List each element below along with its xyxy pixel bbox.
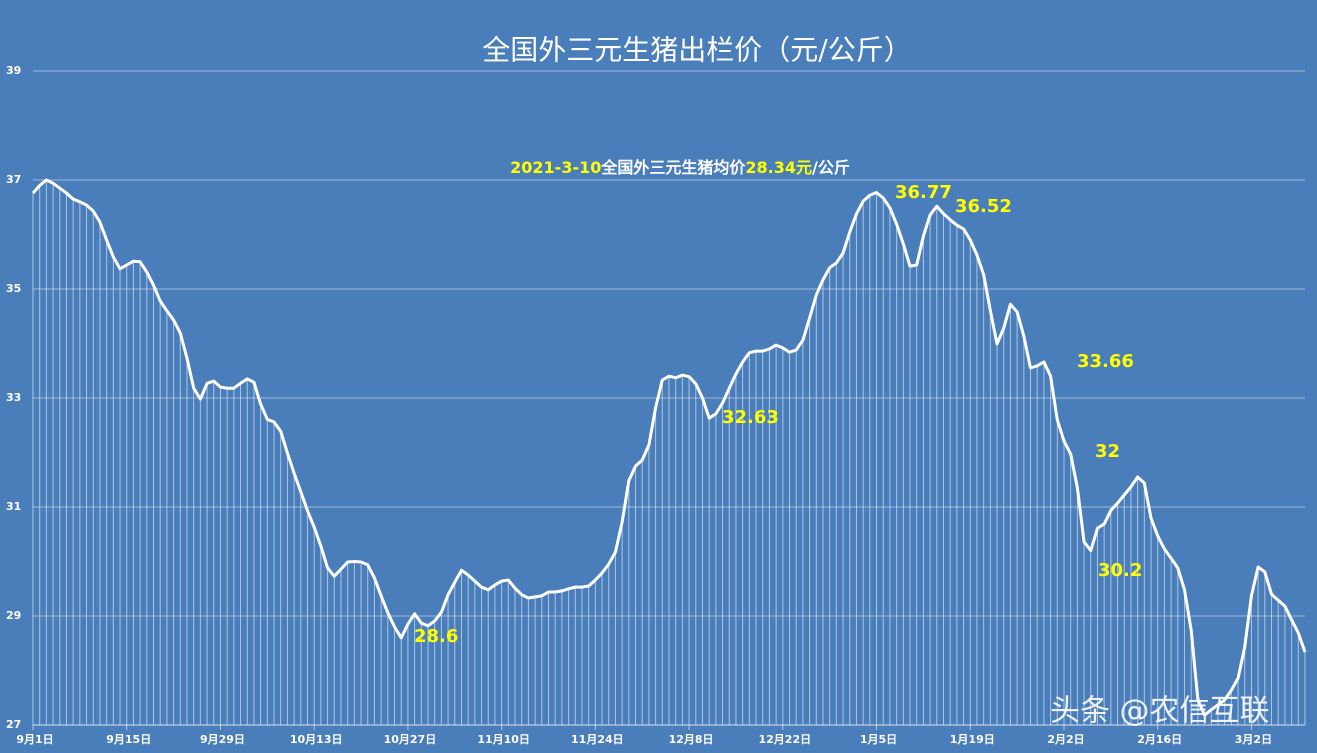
- subtitle: 2021-3-10全国外三元生猪均价28.34元/公斤: [510, 158, 850, 177]
- y-tick-label: 35: [6, 282, 21, 295]
- annotation: 36.52: [955, 196, 1012, 217]
- y-tick-label: 33: [6, 391, 21, 404]
- x-tick-label: 11月10日: [477, 733, 530, 746]
- watermark: 头条 @农信互联: [1050, 694, 1270, 729]
- x-tick-label: 9月1日: [16, 733, 53, 746]
- price-line: [31, 178, 1307, 717]
- x-tick-label: 1月5日: [860, 733, 897, 746]
- x-tick-label: 1月19日: [950, 733, 995, 746]
- x-tick-label: 9月29日: [200, 733, 245, 746]
- subtitle-part: 28.34元: [745, 158, 812, 177]
- x-tick-label: 12月22日: [758, 733, 811, 746]
- subtitle-part: /公斤: [812, 158, 850, 177]
- annotation: 30.2: [1098, 560, 1142, 581]
- annotation: 28.6: [414, 626, 458, 647]
- annotation: 36.77: [895, 182, 952, 203]
- annotation: 33.66: [1077, 351, 1134, 372]
- y-tick-label: 27: [6, 718, 21, 731]
- y-tick-label: 29: [6, 609, 21, 622]
- x-tick-label: 9月15日: [106, 733, 151, 746]
- drop-lines: [32, 180, 1306, 725]
- chart-title: 全国外三元生猪出栏价（元/公斤）: [482, 34, 911, 67]
- annotation: 32: [1095, 441, 1120, 462]
- subtitle-part: 2021-3-10: [510, 158, 601, 177]
- annotation: 32.63: [722, 407, 779, 428]
- x-tick-label: 12月8日: [669, 733, 714, 746]
- x-tick-label: 2月16日: [1137, 733, 1182, 746]
- x-tick-label: 2月2日: [1047, 733, 1084, 746]
- x-tick-label: 3月2日: [1235, 733, 1272, 746]
- y-tick-label: 37: [6, 173, 21, 186]
- y-tick-label: 31: [6, 500, 21, 513]
- x-tick-label: 10月27日: [384, 733, 437, 746]
- x-tick-label: 11月24日: [571, 733, 624, 746]
- x-tick-label: 10月13日: [290, 733, 343, 746]
- y-tick-label: 39: [6, 64, 21, 77]
- plot: 27 29 31 33 35 37 39 9月1日 9月15日 9月29日 10月13日 10月27日…: [6, 64, 1307, 746]
- subtitle-part: 全国外三元生猪均价: [600, 158, 746, 177]
